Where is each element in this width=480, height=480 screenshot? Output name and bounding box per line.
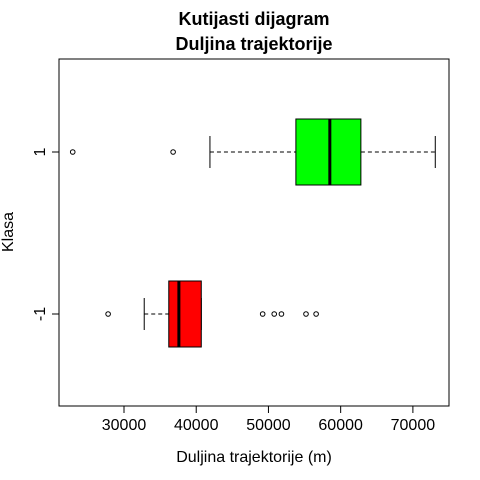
chart-title-line-2: Duljina trajektorije xyxy=(175,34,332,54)
x-tick-label: 40000 xyxy=(174,417,219,434)
x-tick-label: 70000 xyxy=(391,417,436,434)
x-tick-label: 30000 xyxy=(102,417,147,434)
box-group-neg1 xyxy=(105,280,319,348)
y-tick-label: 1 xyxy=(32,147,49,156)
plot-frame xyxy=(58,58,450,407)
x-axis: 30000 40000 50000 60000 70000 xyxy=(102,405,436,434)
x-axis-label: Duljina trajektorije (m) xyxy=(176,449,332,466)
outlier-point xyxy=(271,311,278,317)
box-group-1 xyxy=(69,118,436,186)
y-axis-label: Klasa xyxy=(0,212,17,252)
boxes-layer xyxy=(69,118,436,348)
chart-title-line-1: Kutijasti dijagram xyxy=(178,9,329,29)
outlier-point xyxy=(69,149,76,155)
iqr-box xyxy=(168,280,202,348)
outlier-point xyxy=(313,311,319,317)
outlier-point xyxy=(259,311,266,317)
y-tick-label: -1 xyxy=(32,307,49,321)
outlier-point xyxy=(170,149,176,155)
x-tick-label: 60000 xyxy=(318,417,363,434)
outlier-point xyxy=(105,311,111,317)
x-tick-label: 50000 xyxy=(246,417,291,434)
outlier-point xyxy=(278,311,285,317)
y-axis: -1 1 xyxy=(32,147,60,321)
outlier-point xyxy=(303,311,309,317)
